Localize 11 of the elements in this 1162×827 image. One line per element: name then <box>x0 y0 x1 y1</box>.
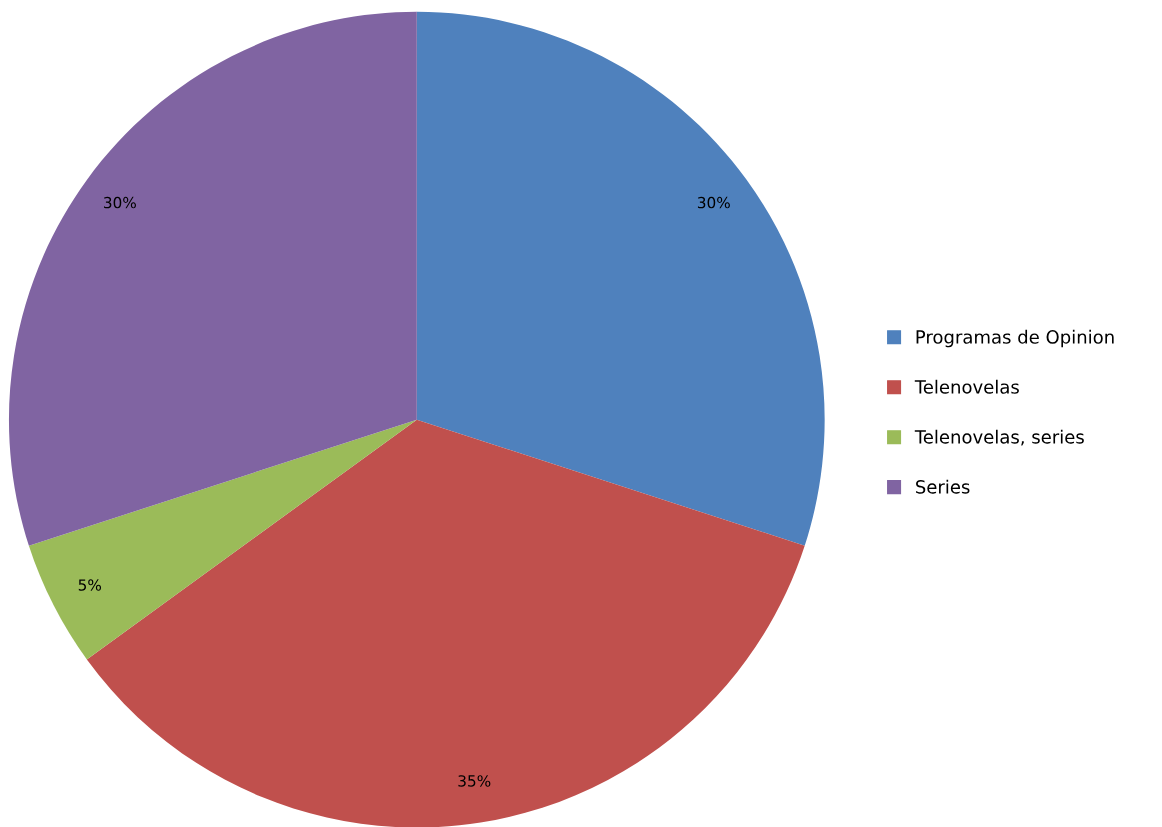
pie-slice <box>8 11 417 546</box>
pie-slice <box>416 11 825 546</box>
legend-label: Programas de Opinion <box>916 329 1114 348</box>
data-label: 35% <box>458 775 491 787</box>
data-label: 30% <box>697 196 730 209</box>
data-label: 5% <box>78 579 102 591</box>
legend-label: Telenovelas <box>914 379 1019 394</box>
legend-label: Telenovelas, series <box>914 429 1084 446</box>
pie-slice <box>28 419 417 660</box>
data-label: 30% <box>104 196 136 209</box>
legend-label: Series <box>916 479 970 494</box>
